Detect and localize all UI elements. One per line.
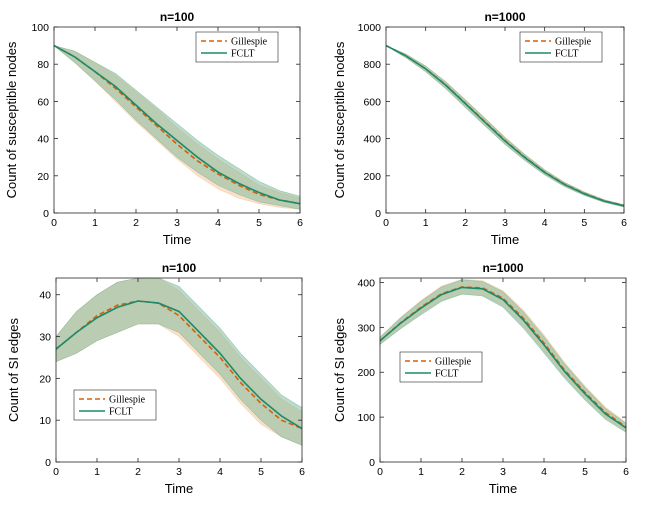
confidence-band-gillespie (385, 45, 625, 208)
y-axis-label: Count of susceptible nodes (332, 41, 347, 198)
x-tick-label: 4 (541, 466, 547, 478)
y-tick-label: 10 (39, 415, 51, 427)
y-tick-label: 100 (357, 412, 375, 424)
x-axis-label: Time (491, 232, 519, 247)
legend-label-gillespie: Gillespie (555, 37, 592, 48)
chart-title: n=1000 (482, 261, 523, 275)
x-tick-label: 5 (581, 217, 587, 229)
x-tick-label: 0 (53, 466, 59, 478)
y-tick-label: 80 (37, 59, 49, 71)
chart-panel-3: 0 1 2 3 4 5 6 0 10 20 30 40 n=100 Time Count of SI edg… (6, 261, 305, 496)
chart-panel-2: 0 1 2 3 4 5 6 0 200 400 600 800 1000 n=1000 Time Count … (332, 10, 627, 247)
chart-title: n=100 (162, 261, 197, 275)
series-line-gillespie (385, 44, 625, 207)
x-tick-label: 2 (133, 217, 139, 229)
x-tick-label: 1 (418, 466, 424, 478)
x-tick-label: 6 (299, 466, 305, 478)
x-tick-label: 6 (623, 466, 629, 478)
y-tick-label: 0 (43, 208, 49, 220)
legend-box (195, 31, 279, 63)
x-tick-label: 5 (258, 466, 264, 478)
x-tick-label: 1 (423, 217, 429, 229)
y-tick-label: 200 (357, 367, 375, 379)
y-tick-label: 40 (37, 134, 49, 146)
x-tick-label: 4 (542, 217, 548, 229)
y-axis-label: Count of susceptible nodes (4, 41, 19, 198)
series-line-fclt (385, 44, 625, 207)
series-line-fclt (55, 300, 303, 430)
legend-label-gillespie: Gillespie (231, 37, 268, 48)
x-tick-label: 3 (176, 466, 182, 478)
x-tick-label: 1 (94, 466, 100, 478)
x-tick-label: 1 (92, 217, 98, 229)
x-tick-label: 6 (621, 217, 627, 229)
x-tick-label: 3 (174, 217, 180, 229)
confidence-band-fclt (53, 45, 301, 210)
series-line-fclt (379, 286, 627, 429)
legend-label-fclt: FCLT (231, 49, 255, 60)
x-tick-label: 3 (500, 466, 506, 478)
y-tick-label: 400 (363, 134, 381, 146)
y-tick-label: 100 (31, 22, 49, 34)
x-tick-label: 2 (462, 217, 468, 229)
legend-box (399, 351, 483, 383)
x-tick-label: 4 (215, 217, 221, 229)
y-tick-label: 40 (39, 290, 51, 302)
x-axis-label: Time (165, 481, 193, 496)
x-tick-label: 2 (135, 466, 141, 478)
x-tick-label: 5 (582, 466, 588, 478)
legend-label-fclt: FCLT (555, 49, 579, 60)
y-axis-label: Count of SI edges (6, 317, 21, 422)
series-line-gillespie (55, 300, 303, 430)
legend-label-gillespie: Gillespie (109, 395, 146, 406)
y-tick-label: 0 (369, 457, 375, 469)
x-tick-label: 6 (297, 217, 303, 229)
chart-title: n=1000 (484, 10, 525, 24)
y-tick-label: 20 (39, 373, 51, 385)
x-tick-label: 0 (51, 217, 57, 229)
y-tick-label: 200 (363, 171, 381, 183)
y-tick-label: 0 (45, 457, 51, 469)
y-axis-label: Count of SI edges (332, 317, 347, 422)
legend-label-gillespie: Gillespie (435, 357, 472, 368)
x-axis-label: Time (163, 232, 191, 247)
chart-panel-4: 0 1 2 3 4 5 6 0 100 200 300 400 n=1000 Time Count of S… (332, 261, 629, 496)
chart-title: n=100 (160, 10, 195, 24)
y-tick-label: 60 (37, 96, 49, 108)
y-tick-label: 300 (357, 322, 375, 334)
x-tick-label: 0 (383, 217, 389, 229)
x-tick-label: 3 (502, 217, 508, 229)
x-axis-label: Time (489, 481, 517, 496)
y-tick-label: 400 (357, 277, 375, 289)
y-tick-label: 800 (363, 59, 381, 71)
y-tick-label: 30 (39, 332, 51, 344)
legend-label-fclt: FCLT (435, 369, 459, 380)
series-line-gillespie (379, 286, 627, 428)
x-tick-label: 2 (459, 466, 465, 478)
x-tick-label: 5 (256, 217, 262, 229)
x-tick-label: 0 (377, 466, 383, 478)
y-tick-label: 600 (363, 96, 381, 108)
y-tick-label: 20 (37, 171, 49, 183)
confidence-band-fclt (385, 45, 625, 208)
series-line-fclt (53, 44, 301, 205)
x-tick-label: 4 (217, 466, 223, 478)
y-tick-label: 1000 (358, 22, 382, 34)
legend-box (73, 389, 157, 421)
y-tick-label: 0 (375, 208, 381, 220)
legend-box (519, 31, 603, 63)
legend-label-fclt: FCLT (109, 407, 133, 418)
